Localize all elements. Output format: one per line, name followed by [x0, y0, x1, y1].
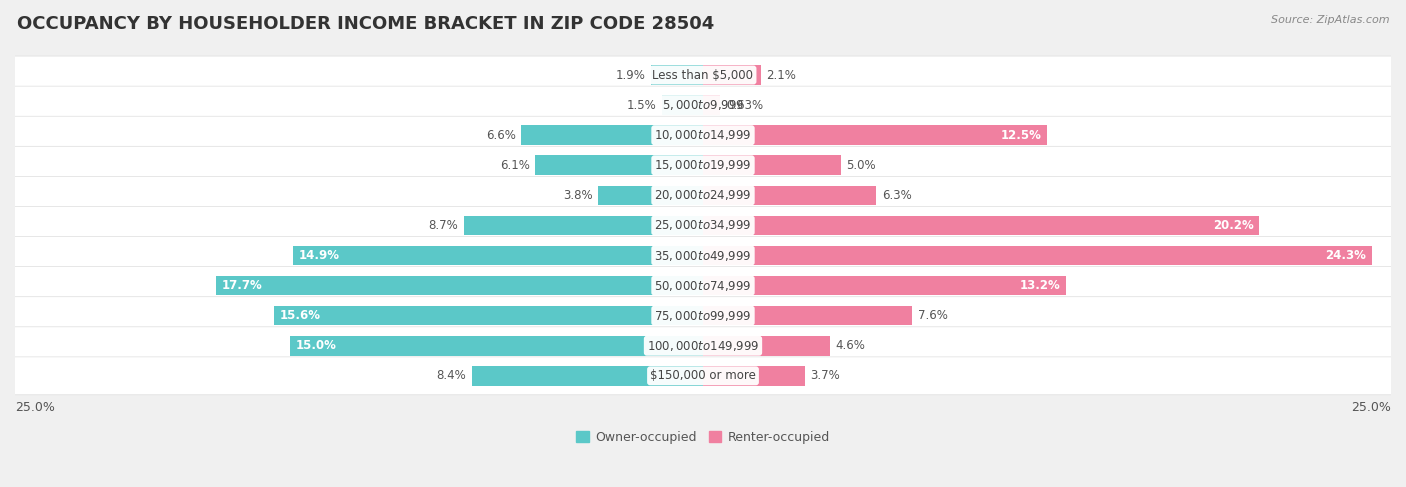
- Bar: [599, 186, 703, 205]
- Text: $25,000 to $34,999: $25,000 to $34,999: [654, 219, 752, 232]
- FancyBboxPatch shape: [3, 206, 1403, 244]
- Text: OCCUPANCY BY HOUSEHOLDER INCOME BRACKET IN ZIP CODE 28504: OCCUPANCY BY HOUSEHOLDER INCOME BRACKET …: [17, 15, 714, 33]
- FancyBboxPatch shape: [3, 327, 1403, 365]
- Text: 15.6%: 15.6%: [280, 309, 321, 322]
- Bar: [290, 336, 703, 356]
- Bar: [703, 216, 1258, 235]
- Text: 7.6%: 7.6%: [918, 309, 948, 322]
- FancyBboxPatch shape: [3, 86, 1403, 124]
- Bar: [472, 366, 703, 386]
- Text: $10,000 to $14,999: $10,000 to $14,999: [654, 128, 752, 142]
- Text: 24.3%: 24.3%: [1326, 249, 1367, 262]
- Text: 14.9%: 14.9%: [298, 249, 339, 262]
- Text: $5,000 to $9,999: $5,000 to $9,999: [662, 98, 744, 112]
- Text: 25.0%: 25.0%: [15, 401, 55, 414]
- Text: $150,000 or more: $150,000 or more: [650, 369, 756, 382]
- Bar: [651, 65, 703, 85]
- Bar: [703, 186, 876, 205]
- FancyBboxPatch shape: [3, 176, 1403, 214]
- FancyBboxPatch shape: [3, 116, 1403, 154]
- FancyBboxPatch shape: [3, 297, 1403, 335]
- Text: 4.6%: 4.6%: [835, 339, 865, 352]
- Bar: [703, 306, 912, 325]
- Text: 8.7%: 8.7%: [429, 219, 458, 232]
- Text: 20.2%: 20.2%: [1212, 219, 1253, 232]
- Bar: [464, 216, 703, 235]
- FancyBboxPatch shape: [3, 146, 1403, 184]
- Bar: [703, 276, 1066, 295]
- Bar: [536, 155, 703, 175]
- Text: $20,000 to $24,999: $20,000 to $24,999: [654, 188, 752, 202]
- FancyBboxPatch shape: [3, 56, 1403, 94]
- Legend: Owner-occupied, Renter-occupied: Owner-occupied, Renter-occupied: [576, 431, 830, 444]
- Text: 5.0%: 5.0%: [846, 159, 876, 172]
- FancyBboxPatch shape: [3, 237, 1403, 275]
- Text: 8.4%: 8.4%: [437, 369, 467, 382]
- Bar: [703, 126, 1047, 145]
- Text: 2.1%: 2.1%: [766, 69, 796, 81]
- Text: $100,000 to $149,999: $100,000 to $149,999: [647, 339, 759, 353]
- Text: 0.63%: 0.63%: [725, 98, 763, 112]
- Text: Source: ZipAtlas.com: Source: ZipAtlas.com: [1271, 15, 1389, 25]
- Text: 6.1%: 6.1%: [499, 159, 530, 172]
- Text: 1.5%: 1.5%: [627, 98, 657, 112]
- Text: $35,000 to $49,999: $35,000 to $49,999: [654, 248, 752, 262]
- FancyBboxPatch shape: [3, 357, 1403, 395]
- Bar: [703, 246, 1372, 265]
- Text: 6.3%: 6.3%: [882, 189, 911, 202]
- Bar: [662, 95, 703, 115]
- Bar: [703, 155, 841, 175]
- Text: $50,000 to $74,999: $50,000 to $74,999: [654, 279, 752, 293]
- Text: 13.2%: 13.2%: [1019, 279, 1060, 292]
- Text: $75,000 to $99,999: $75,000 to $99,999: [654, 309, 752, 323]
- Text: 17.7%: 17.7%: [221, 279, 262, 292]
- Bar: [274, 306, 703, 325]
- FancyBboxPatch shape: [3, 267, 1403, 304]
- Text: 12.5%: 12.5%: [1001, 129, 1042, 142]
- Text: 6.6%: 6.6%: [486, 129, 516, 142]
- Bar: [522, 126, 703, 145]
- Text: 1.9%: 1.9%: [616, 69, 645, 81]
- Text: 3.8%: 3.8%: [564, 189, 593, 202]
- Text: $15,000 to $19,999: $15,000 to $19,999: [654, 158, 752, 172]
- Text: 25.0%: 25.0%: [1351, 401, 1391, 414]
- Bar: [217, 276, 703, 295]
- Bar: [703, 366, 804, 386]
- Bar: [703, 65, 761, 85]
- Text: 3.7%: 3.7%: [810, 369, 839, 382]
- Text: 15.0%: 15.0%: [295, 339, 336, 352]
- Text: Less than $5,000: Less than $5,000: [652, 69, 754, 81]
- Bar: [703, 336, 830, 356]
- Bar: [292, 246, 703, 265]
- Bar: [703, 95, 720, 115]
